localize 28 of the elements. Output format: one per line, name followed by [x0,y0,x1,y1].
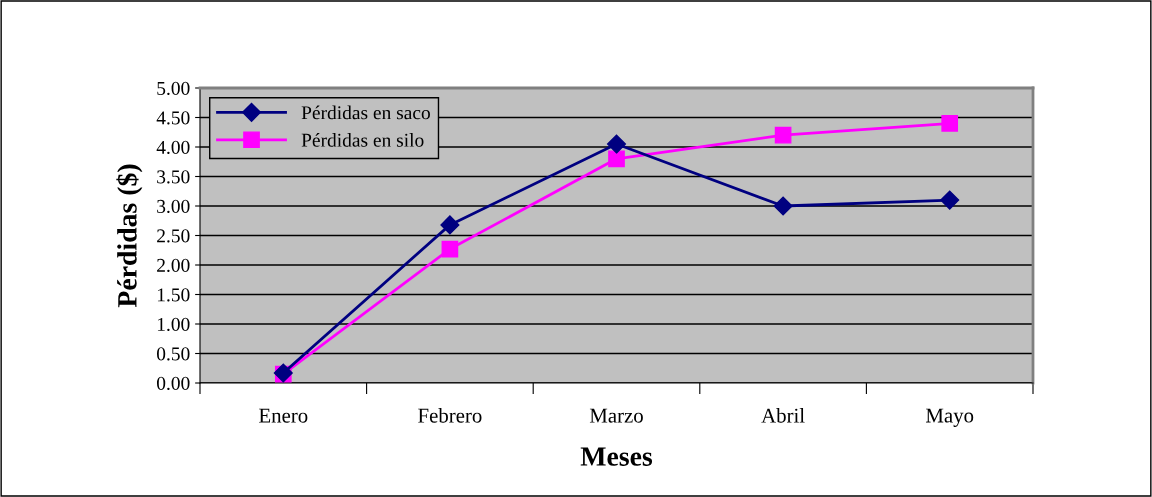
x-tick-label: Enero [259,408,308,423]
legend-label: Pérdidas en silo [301,133,424,147]
y-tick-label: 5.00 [157,81,190,96]
point [608,150,625,168]
y-tick-label: 0.50 [156,347,190,361]
legend-label: Pérdidas en saco [301,105,430,120]
y-tick-label: 4.00 [156,140,190,155]
y-tick-label: 4.50 [156,111,190,125]
x-tick-label: Marzo [589,408,643,423]
y-tick-label: 1.00 [157,317,190,332]
y-tick-label: 0.00 [156,376,190,391]
y-tick-label: 3.50 [157,170,190,184]
point [941,115,959,132]
point [606,134,627,154]
y-tick-label: 2.00 [157,258,190,273]
point [440,215,460,235]
y-tick-label: 3.00 [157,199,190,214]
point [441,240,459,258]
x-tick-label: Abril [761,408,805,423]
point [774,126,792,144]
x-axis-title: Meses [580,447,653,466]
point [940,190,960,210]
y-tick-label: 2.50 [157,229,190,243]
x-tick-label: Mayo [926,408,974,427]
point [773,196,793,216]
x-tick-label: Febrero [418,408,482,423]
y-axis-title: Pérdidas ($) [116,164,143,308]
y-tick-label: 1.50 [157,288,190,302]
